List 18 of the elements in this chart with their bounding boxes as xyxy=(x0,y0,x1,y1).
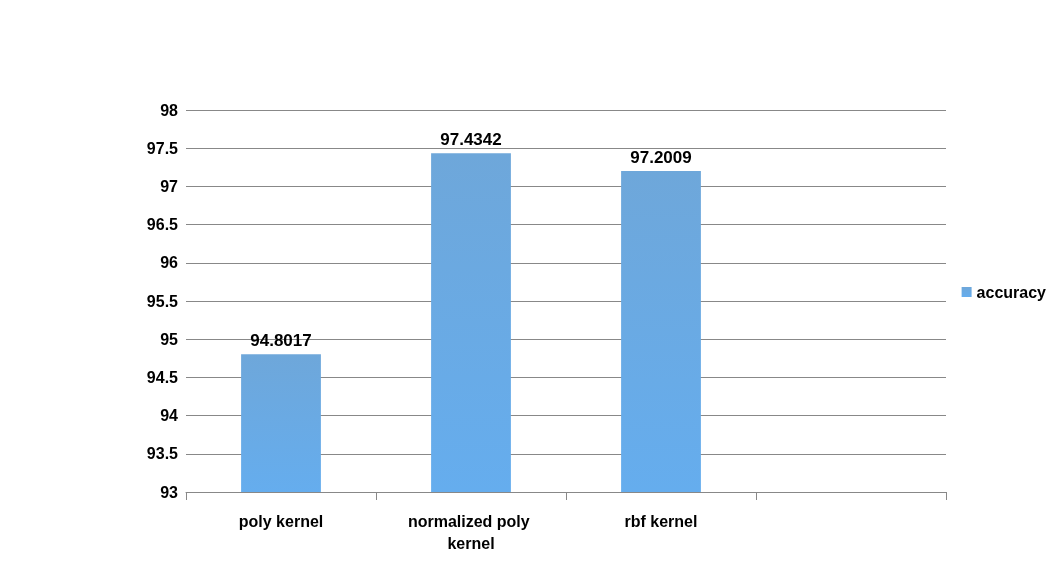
data-label: 97.2009 xyxy=(630,148,692,168)
y-tick-label: 93 xyxy=(160,483,179,501)
data-label: 94.8017 xyxy=(250,331,312,351)
y-tick-label: 94.5 xyxy=(146,368,179,386)
y-tick-label: 97 xyxy=(160,177,179,195)
y-tick-label: 97.5 xyxy=(146,139,179,157)
x-tick-label: normalized poly kernel xyxy=(407,512,535,552)
x-tick-label: poly kernel xyxy=(238,512,324,530)
y-tick-label: 96.5 xyxy=(146,216,179,234)
y-tick-label: 93.5 xyxy=(146,445,179,463)
legend-label: accuracy xyxy=(976,283,1047,301)
y-tick-label: 95.5 xyxy=(146,292,179,310)
y-tick-label: 94 xyxy=(160,407,179,425)
x-tick-label: rbf kernel xyxy=(624,512,698,530)
y-tick-label: 98 xyxy=(160,101,179,119)
data-label: 97.4342 xyxy=(440,130,502,150)
y-tick-label: 95 xyxy=(160,330,179,348)
y-tick-label: 96 xyxy=(160,254,179,272)
